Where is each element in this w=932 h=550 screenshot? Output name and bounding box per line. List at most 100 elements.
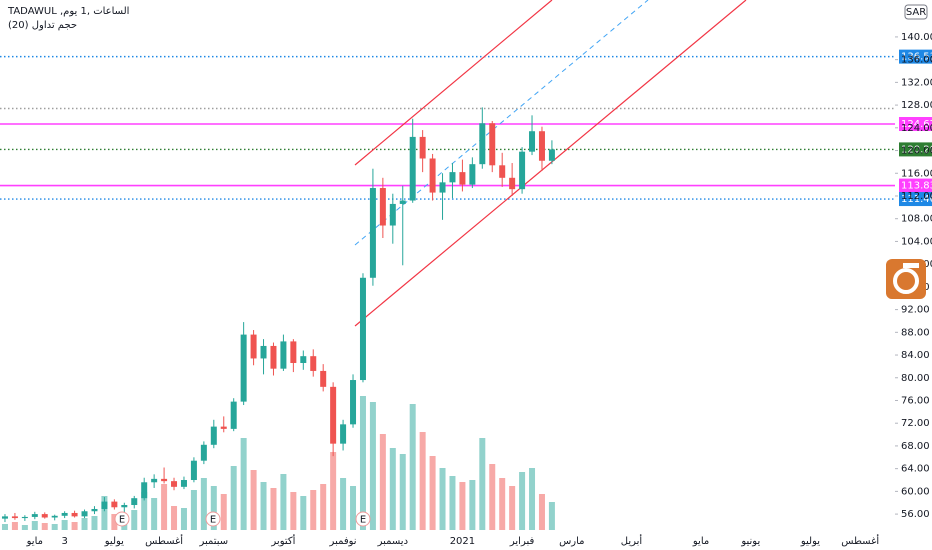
volume-bar [11,522,18,530]
candle-body [230,401,237,429]
volume-bar [529,468,536,530]
y-tick-label: 68.00 [901,441,930,452]
channel-upper [354,0,553,166]
x-tick-label: مايو [692,536,709,547]
y-tick-label: 112.00 [901,191,932,202]
currency-box[interactable] [904,4,928,20]
candle-body [379,188,386,226]
x-tick-label: ديسمبر [377,536,408,547]
candle-body [131,498,138,506]
x-tick-label: أغسطس [145,534,183,547]
volume-bar [91,516,98,530]
price-level-label: 124.67 [901,119,932,130]
candle-body [101,501,108,509]
candle-body [161,478,168,482]
candle-body [330,386,337,444]
price-level-label: 136.53 [901,52,932,63]
event-label: E [210,515,216,526]
price-level-label: 113.83 [901,181,932,192]
volume-bar [31,521,38,530]
candle-body [290,341,297,363]
candle-body [200,444,207,461]
candle-body [141,482,148,499]
levels: 136.53 124.67 120.20 113.83 111.46 [0,49,932,207]
volume-bar [449,476,456,530]
volume-bar [41,523,48,530]
volume-bar [180,508,187,530]
volume-bar [479,438,486,530]
price-level-label: 120.20 [901,144,932,155]
volume-bar [439,468,446,530]
volume-bar [260,482,267,530]
y-tick-label: 60.00 [901,486,930,497]
candle-body [171,481,178,487]
y-tick-label: 124.00 [901,123,932,134]
candle-body [469,164,476,185]
candle-body [419,136,426,159]
y-tick-label: 80.00 [901,373,930,384]
volume-bar [280,474,287,530]
y-tick-label: 132.00 [901,77,932,88]
volume-bar [350,486,357,530]
volume-bar [270,488,277,530]
event-label: E [119,515,125,526]
channel-mid [354,0,649,246]
candle-body [439,182,446,193]
price-level-box [899,142,932,157]
candle-body [270,345,277,369]
volume-bar [250,470,257,530]
candle-body [429,158,436,193]
chart-title: TADAWUL ,الساعات ,1 يوم [7,6,129,17]
currency: SAR [906,7,926,18]
volume-bar [459,482,466,530]
x-tick-label: يوليو [104,536,124,547]
x-tick-label: نوفمبر [329,536,357,547]
price-level-box [899,178,932,193]
volume-bar [230,466,237,530]
volume-bar [359,396,366,530]
y-tick-label: 76.00 [901,395,930,406]
watermark-lens [893,268,919,294]
volume-bar [141,492,148,530]
watermark [886,259,926,299]
volume-bar [131,510,138,530]
candle-body [320,370,327,387]
volume-pane [1,396,555,530]
candle-body [300,356,307,363]
candle-body [190,460,197,481]
y-tick-label: 116.00 [901,168,932,179]
x-axis: مايو 3 يوليو أغسطس سبتمبر أكتوبر نوفمبر ديسمبر 2… [26,534,880,547]
y-tick-label: 140.00 [901,32,932,43]
x-tick-label: مايو [26,536,43,547]
volume-bar [379,434,386,530]
price-level-box [899,192,932,207]
candle-body [529,131,536,152]
volume-bar [340,478,347,530]
candle-body [180,480,187,487]
candle-body [240,334,247,402]
volume-bar [200,478,207,530]
candle-body [489,123,496,166]
volume-bar [290,492,297,530]
candle-body [21,516,28,519]
event-marker [114,511,130,527]
volume-bar [190,490,197,530]
candle-body [280,341,287,369]
price-level-box [899,49,932,64]
volume-bar [111,514,118,530]
volume-bar [519,472,526,530]
x-tick-label: 2021 [450,536,475,547]
volume-bar [151,498,158,530]
volume-bar [240,438,247,530]
event-marker [355,511,371,527]
volume-bar [499,478,506,530]
candle-body [310,356,317,371]
candle-body [91,508,98,512]
candles [1,107,555,523]
watermark-top [903,263,919,268]
x-tick-label: أكتوبر [270,534,295,547]
candle-body [340,424,347,444]
y-tick-label: 128.00 [901,100,932,111]
